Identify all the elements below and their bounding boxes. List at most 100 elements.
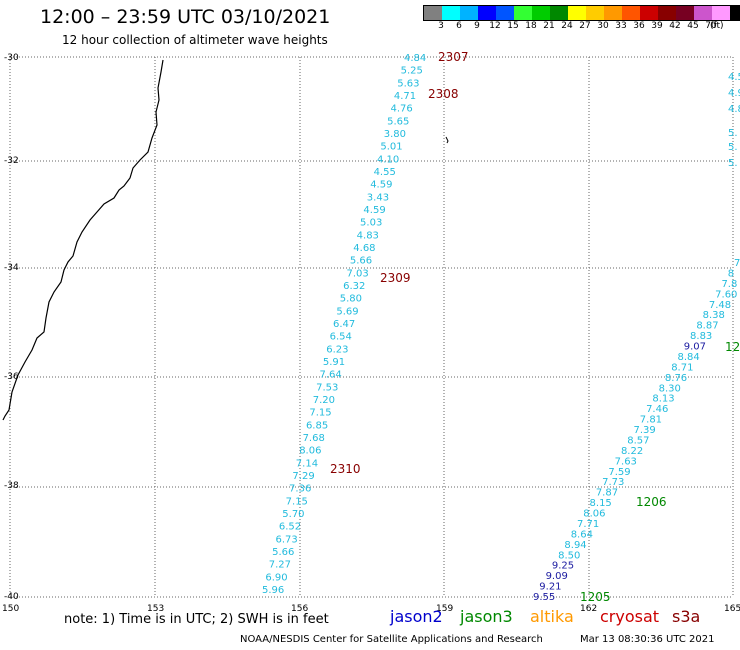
swh-value-track-b: 7.63: [615, 456, 637, 467]
color-legend-label: 6: [456, 21, 462, 31]
swh-value-track-a: 5.66: [350, 256, 372, 267]
swh-value-track-a: 8.06: [299, 446, 321, 457]
color-swatch: [478, 6, 496, 20]
swh-value-track-a: 7.15: [309, 408, 331, 419]
lat-label: -30: [4, 53, 19, 63]
color-swatch: [622, 6, 640, 20]
swh-value-track-b: 8: [728, 268, 734, 279]
color-legend-label: 24: [561, 21, 573, 31]
swh-value-track-a: 6.47: [333, 319, 355, 330]
color-swatch: [676, 6, 694, 20]
swh-value-track-a: 6.52: [279, 522, 301, 533]
swh-value-track-b: 7.39: [634, 425, 656, 436]
swh-value-track-b: 7.87: [596, 488, 618, 499]
footnote: note: 1) Time is in UTC; 2) SWH is in fe…: [64, 612, 329, 627]
swh-value-track-b: 8.87: [696, 321, 718, 332]
map-subtitle: 12 hour collection of altimeter wave hei…: [62, 33, 328, 47]
swh-value-track-a: 5.69: [336, 306, 358, 317]
color-swatch: [604, 6, 622, 20]
color-legend-label: 33: [615, 21, 627, 31]
lat-label: -40: [4, 592, 19, 602]
lon-label: 153: [147, 604, 165, 614]
lon-label: 150: [2, 604, 20, 614]
color-swatch: [568, 6, 586, 20]
swh-value-track-b: 8.57: [627, 435, 649, 446]
swh-value-track-b: 7.60: [715, 289, 737, 300]
swh-value-track-a: 5.25: [401, 66, 423, 77]
swh-value-track-c: 5.: [728, 158, 738, 169]
swh-value-track-b: 8.38: [703, 310, 725, 321]
pass-time-label: 1205: [580, 590, 611, 604]
color-legend-label: 42: [669, 21, 681, 31]
swh-value-track-b: 8.83: [690, 331, 712, 342]
color-legend-label: 27: [579, 21, 591, 31]
swh-value-track-a: 7.27: [269, 560, 291, 571]
color-swatch: [496, 6, 514, 20]
lat-label: -36: [4, 372, 19, 382]
lat-label: -38: [4, 481, 19, 491]
swh-value-track-c: 4.5: [728, 72, 740, 83]
coastline: [2, 59, 164, 421]
lat-label: -34: [4, 263, 19, 273]
swh-value-track-b: 8.50: [558, 550, 580, 561]
color-legend-label: 21: [543, 21, 555, 31]
color-legend-label: 30: [597, 21, 609, 31]
swh-value-track-a: 7.36: [289, 484, 311, 495]
color-swatch: [514, 6, 532, 20]
swh-value-track-a: 5.65: [387, 116, 409, 127]
swh-value-track-a: 5.70: [282, 509, 304, 520]
color-swatch: [460, 6, 478, 20]
color-swatch: [550, 6, 568, 20]
color-swatch: [442, 6, 460, 20]
color-legend-label: 18: [525, 21, 537, 31]
swh-value-track-a: 5.66: [272, 547, 294, 558]
swh-value-track-c: 4.9: [728, 88, 740, 99]
swh-value-track-a: 6.73: [276, 534, 298, 545]
pass-time-label: 12: [725, 340, 740, 354]
legend-altika: altika: [530, 607, 574, 626]
color-legend-label: 39: [651, 21, 663, 31]
swh-value-track-a: 7.29: [292, 471, 314, 482]
color-legend-label: 45: [687, 21, 699, 31]
color-legend-label: 70: [705, 21, 717, 31]
color-legend-unit: (ft): [710, 21, 724, 31]
swh-value-track-b: 9.55: [533, 592, 555, 603]
lat-lon-grid: [9, 56, 734, 598]
swh-value-track-a: 6.54: [330, 332, 352, 343]
color-legend: [423, 5, 740, 21]
color-swatch: [658, 6, 676, 20]
swh-value-track-a: 5.91: [323, 357, 345, 368]
swh-value-track-a: 5.01: [380, 142, 402, 153]
legend-jason3: jason3: [460, 607, 513, 626]
color-legend-label: 9: [474, 21, 480, 31]
credit-line: NOAA/NESDIS Center for Satellite Applica…: [240, 634, 543, 645]
color-swatch: [586, 6, 604, 20]
swh-value-track-b: 8.84: [677, 352, 699, 363]
swh-value-track-a: 4.83: [357, 230, 379, 241]
pass-time-label: 2307: [438, 50, 469, 64]
legend-s3a: s3a: [672, 607, 701, 626]
swh-value-track-b: 8.13: [652, 394, 674, 405]
swh-value-track-b: 7: [734, 258, 740, 269]
swh-value-track-b: 8.15: [590, 498, 612, 509]
swh-value-track-b: 8.71: [671, 362, 693, 373]
swh-value-track-b: 8.30: [659, 383, 681, 394]
swh-value-track-c: 5.: [728, 142, 738, 153]
map-title: 12:00 – 23:59 UTC 03/10/2021: [40, 6, 331, 28]
generated-timestamp: Mar 13 08:30:36 UTC 2021: [580, 634, 715, 645]
color-legend-label: 36: [633, 21, 645, 31]
swh-value-track-a: 4.59: [363, 205, 385, 216]
color-swatch: [532, 6, 550, 20]
lon-label: 162: [580, 604, 598, 614]
swh-value-track-b: 7.8: [721, 279, 737, 290]
swh-value-track-b: 8.64: [571, 529, 593, 540]
swh-value-track-b: 7.71: [577, 519, 599, 530]
swh-value-track-b: 8.76: [665, 373, 687, 384]
island: [445, 136, 449, 144]
swh-value-track-a: 4.59: [370, 180, 392, 191]
color-swatch: [712, 6, 730, 20]
color-swatch: [424, 6, 442, 20]
swh-value-track-c: 5.: [728, 128, 738, 139]
swh-value-track-a: 4.84: [404, 53, 426, 64]
swh-value-track-a: 7.03: [347, 268, 369, 279]
